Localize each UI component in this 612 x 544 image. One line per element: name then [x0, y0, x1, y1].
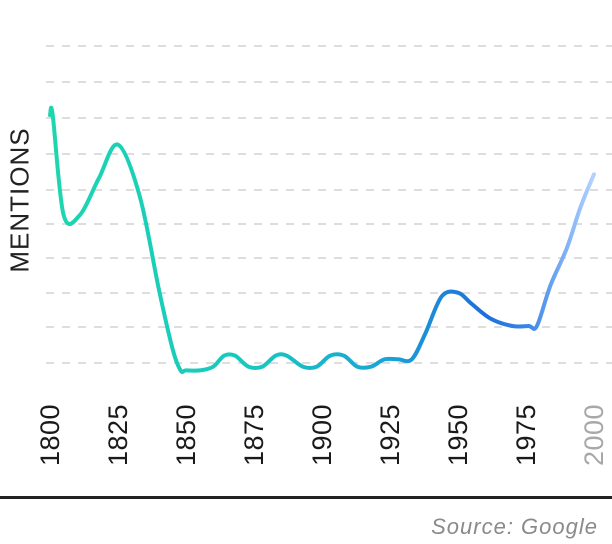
y-axis-label-wrap: MENTIONS	[4, 120, 36, 280]
x-tick-label: 1925	[375, 404, 405, 466]
x-tick-label: 2000	[579, 404, 609, 466]
x-tick-label: 1950	[443, 404, 473, 466]
bottom-rule	[0, 496, 612, 499]
x-tick-label: 1900	[307, 404, 337, 466]
x-tick-label: 1800	[35, 404, 65, 466]
x-tick-labels: 1800 1825 1850 1875 1900 1925 1950 1975 2000	[35, 404, 609, 466]
series-line-group	[48, 105, 596, 375]
y-axis-label: MENTIONS	[4, 127, 35, 273]
source-note: Source: Google	[431, 514, 598, 539]
x-tick-label: 1850	[171, 404, 201, 466]
series-line	[48, 105, 596, 375]
gridlines	[46, 45, 612, 364]
x-tick-label: 1875	[239, 404, 269, 466]
line-chart: 1800 1825 1850 1875 1900 1925 1950 1975 2000	[35, 45, 612, 466]
x-tick-label: 1975	[511, 404, 541, 466]
x-tick-label: 1825	[103, 404, 133, 466]
